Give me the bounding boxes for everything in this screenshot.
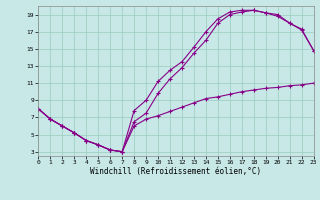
X-axis label: Windchill (Refroidissement éolien,°C): Windchill (Refroidissement éolien,°C) <box>91 167 261 176</box>
